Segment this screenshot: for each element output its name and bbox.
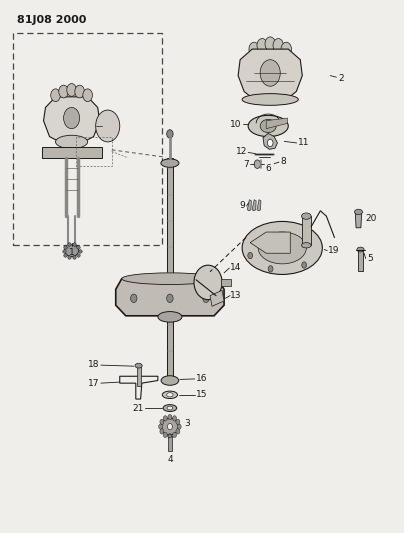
Text: 81J08 2000: 81J08 2000 [17, 14, 87, 25]
Text: 10: 10 [230, 120, 241, 129]
Circle shape [257, 38, 267, 52]
Ellipse shape [65, 245, 79, 256]
Text: 8: 8 [280, 157, 286, 166]
Circle shape [59, 85, 68, 98]
Circle shape [177, 424, 181, 429]
Circle shape [248, 253, 252, 259]
Circle shape [67, 84, 76, 96]
Circle shape [265, 37, 276, 51]
Text: 15: 15 [196, 390, 208, 399]
Text: 2: 2 [339, 74, 344, 83]
Bar [301, 216, 311, 245]
Bar [221, 279, 231, 286]
Polygon shape [116, 279, 224, 316]
Ellipse shape [301, 243, 311, 248]
Ellipse shape [260, 119, 276, 133]
Ellipse shape [122, 273, 218, 285]
Text: 7: 7 [243, 160, 248, 168]
Polygon shape [42, 147, 102, 158]
Polygon shape [257, 200, 261, 211]
Circle shape [173, 432, 177, 438]
Circle shape [130, 294, 137, 303]
Text: 12: 12 [236, 148, 247, 157]
Circle shape [168, 433, 172, 439]
Ellipse shape [56, 135, 88, 149]
Text: 13: 13 [230, 291, 242, 300]
Text: 17: 17 [88, 378, 99, 387]
Text: 5: 5 [367, 254, 373, 263]
Circle shape [159, 424, 163, 429]
Ellipse shape [242, 221, 322, 274]
Polygon shape [266, 118, 288, 128]
Polygon shape [247, 200, 251, 211]
Text: 4: 4 [167, 455, 173, 464]
Circle shape [75, 85, 84, 98]
Circle shape [167, 294, 173, 303]
Text: 19: 19 [328, 246, 340, 255]
Polygon shape [355, 212, 362, 228]
Polygon shape [44, 97, 100, 142]
Ellipse shape [167, 406, 173, 410]
Circle shape [273, 38, 284, 52]
Ellipse shape [354, 209, 362, 215]
Polygon shape [250, 232, 290, 253]
Circle shape [83, 89, 93, 102]
Text: 3: 3 [184, 419, 190, 429]
Ellipse shape [161, 159, 179, 167]
Ellipse shape [158, 312, 182, 322]
Circle shape [168, 415, 172, 419]
Ellipse shape [301, 213, 311, 219]
Circle shape [63, 108, 80, 128]
Text: 9: 9 [240, 201, 245, 210]
Polygon shape [252, 200, 256, 211]
Ellipse shape [242, 94, 298, 106]
Circle shape [51, 89, 60, 102]
Ellipse shape [161, 376, 179, 385]
Polygon shape [358, 249, 363, 271]
Circle shape [173, 416, 177, 421]
Circle shape [302, 262, 307, 268]
Circle shape [268, 265, 273, 272]
Circle shape [249, 42, 259, 56]
Ellipse shape [135, 364, 142, 368]
Ellipse shape [194, 265, 222, 300]
Polygon shape [168, 436, 172, 451]
Ellipse shape [168, 434, 172, 438]
Circle shape [281, 42, 291, 56]
Circle shape [96, 110, 120, 142]
Bar [137, 366, 141, 386]
Circle shape [167, 130, 173, 138]
Circle shape [160, 419, 164, 424]
Circle shape [203, 294, 209, 303]
Circle shape [254, 160, 261, 168]
Text: 1: 1 [69, 248, 74, 257]
Text: 6: 6 [265, 164, 271, 173]
Text: 14: 14 [230, 263, 242, 272]
Circle shape [163, 416, 167, 421]
Ellipse shape [162, 391, 177, 399]
Circle shape [163, 432, 167, 438]
Ellipse shape [357, 247, 364, 252]
Ellipse shape [167, 393, 173, 397]
Ellipse shape [162, 418, 178, 435]
Text: 21: 21 [133, 403, 144, 413]
Text: 16: 16 [196, 374, 208, 383]
Circle shape [176, 419, 180, 424]
Text: 11: 11 [298, 139, 310, 148]
Circle shape [168, 423, 173, 430]
Polygon shape [238, 49, 302, 100]
Ellipse shape [248, 115, 288, 136]
Ellipse shape [258, 232, 306, 264]
Bar [167, 158, 173, 378]
Circle shape [176, 429, 180, 434]
Circle shape [267, 139, 273, 147]
Circle shape [260, 60, 280, 86]
Polygon shape [210, 290, 224, 306]
Text: 20: 20 [365, 214, 376, 223]
Circle shape [160, 429, 164, 434]
Ellipse shape [163, 405, 177, 411]
Polygon shape [263, 133, 278, 149]
Text: 18: 18 [88, 360, 99, 369]
